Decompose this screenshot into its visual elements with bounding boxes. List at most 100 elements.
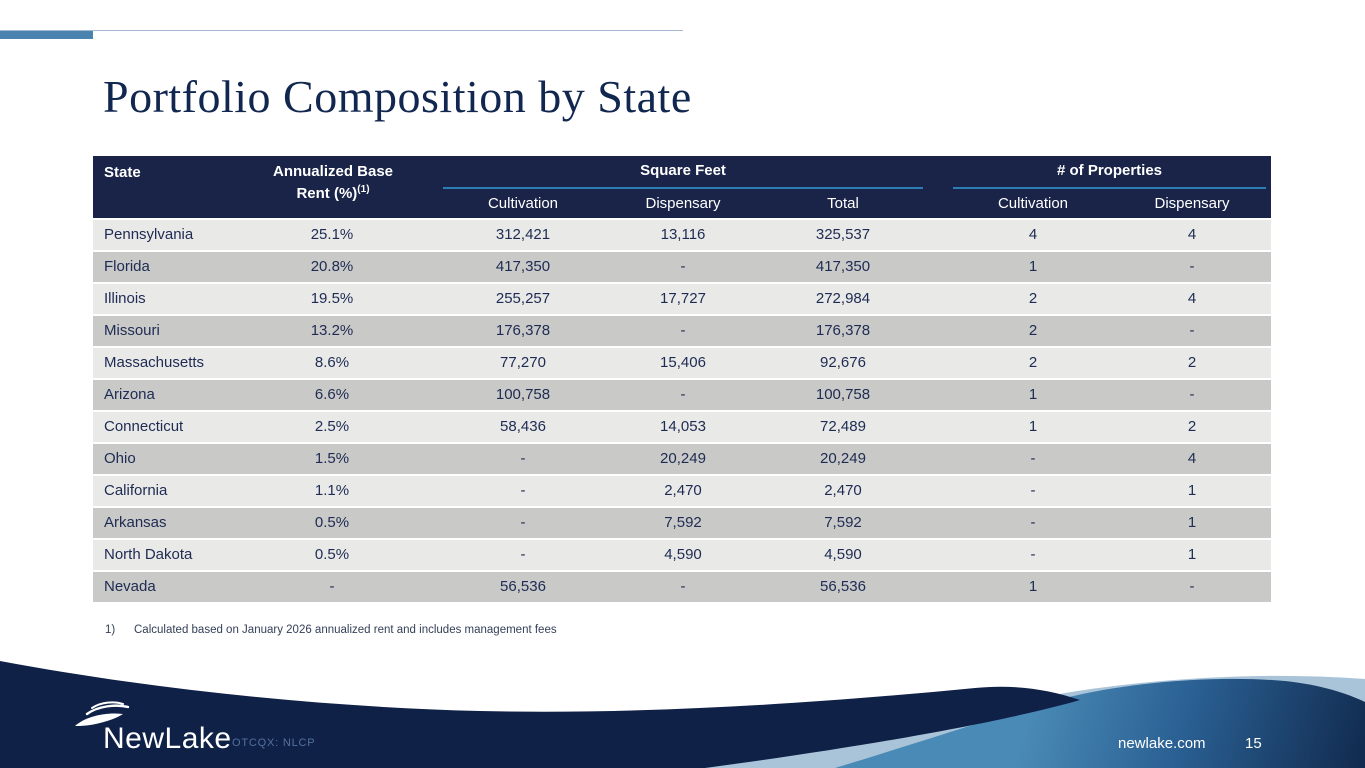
sf-dispensary-cell: - bbox=[680, 322, 686, 339]
page-title: Portfolio Composition by State bbox=[103, 71, 692, 122]
abr-cell: 25.1% bbox=[310, 226, 354, 243]
logo-wordmark: NewLake bbox=[103, 722, 232, 755]
sf-cultivation-cell: 58,436 bbox=[500, 418, 546, 435]
website-url: newlake.com bbox=[1118, 735, 1206, 752]
column-group-square-feet: Square Feet bbox=[640, 162, 726, 179]
properties-underline bbox=[953, 187, 1266, 189]
page-number: 15 bbox=[1245, 735, 1262, 752]
abr-cell: 2.5% bbox=[314, 418, 350, 435]
sf-dispensary-cell: 14,053 bbox=[660, 418, 706, 435]
prop-cultivation-cell: 2 bbox=[1028, 322, 1038, 339]
subheader-sf-dispensary: Dispensary bbox=[645, 195, 721, 212]
prop-dispensary-cell: - bbox=[1189, 322, 1195, 339]
table-row: Missouri 13.2% 176,378 - 176,378 2 - bbox=[93, 316, 1271, 346]
prop-dispensary-cell: 4 bbox=[1187, 450, 1197, 467]
sf-dispensary-cell: 20,249 bbox=[660, 450, 706, 467]
sf-total-cell: 100,758 bbox=[815, 386, 871, 403]
sf-dispensary-cell: - bbox=[680, 578, 686, 595]
top-divider-line bbox=[0, 30, 683, 31]
sf-cultivation-cell: - bbox=[520, 514, 526, 531]
newlake-logo: NewLake bbox=[70, 698, 270, 760]
state-cell: California bbox=[104, 482, 168, 499]
state-cell: Arizona bbox=[104, 386, 155, 403]
state-cell: Illinois bbox=[104, 290, 146, 307]
state-cell: Pennsylvania bbox=[104, 226, 194, 243]
prop-cultivation-cell: 1 bbox=[1028, 386, 1038, 403]
wave-logo-icon bbox=[75, 701, 130, 727]
state-cell: Arkansas bbox=[104, 514, 167, 531]
sf-cultivation-cell: - bbox=[520, 450, 526, 467]
abr-cell: 20.8% bbox=[310, 258, 354, 275]
table-header: State Annualized Base Rent (%)(1) Square… bbox=[93, 156, 1271, 218]
state-cell: Ohio bbox=[104, 450, 136, 467]
abr-line1: Annualized Base bbox=[272, 163, 394, 180]
prop-dispensary-cell: - bbox=[1189, 386, 1195, 403]
abr-cell: 0.5% bbox=[314, 546, 350, 563]
table-row: Connecticut 2.5% 58,436 14,053 72,489 1 … bbox=[93, 412, 1271, 442]
prop-dispensary-cell: - bbox=[1189, 258, 1195, 275]
table-row: Arkansas 0.5% - 7,592 7,592 - 1 bbox=[93, 508, 1271, 538]
sf-cultivation-cell: 417,350 bbox=[495, 258, 551, 275]
sf-cultivation-cell: 176,378 bbox=[495, 322, 551, 339]
prop-cultivation-cell: - bbox=[1030, 514, 1036, 531]
footnote-superscript: (1) bbox=[357, 184, 370, 195]
sf-total-cell: 272,984 bbox=[815, 290, 871, 307]
sf-dispensary-cell: 15,406 bbox=[660, 354, 706, 371]
sf-total-cell: 325,537 bbox=[815, 226, 871, 243]
abr-cell: 1.5% bbox=[314, 450, 350, 467]
table-body: Pennsylvania 25.1% 312,421 13,116 325,53… bbox=[93, 220, 1271, 602]
sf-total-cell: 92,676 bbox=[820, 354, 866, 371]
subheader-prop-dispensary: Dispensary bbox=[1154, 195, 1230, 212]
square-feet-underline bbox=[443, 187, 923, 189]
state-cell: Connecticut bbox=[104, 418, 184, 435]
prop-dispensary-cell: 2 bbox=[1187, 418, 1197, 435]
prop-cultivation-cell: 1 bbox=[1028, 258, 1038, 275]
gradient-wave bbox=[835, 678, 1365, 768]
sf-cultivation-cell: - bbox=[520, 482, 526, 499]
sf-total-cell: 56,536 bbox=[820, 578, 866, 595]
state-cell: North Dakota bbox=[104, 546, 193, 563]
accent-bar bbox=[0, 31, 93, 39]
abr-cell: 6.6% bbox=[314, 386, 350, 403]
prop-dispensary-cell: - bbox=[1189, 578, 1195, 595]
prop-cultivation-cell: 4 bbox=[1028, 226, 1038, 243]
sf-total-cell: 72,489 bbox=[820, 418, 866, 435]
prop-dispensary-cell: 4 bbox=[1187, 290, 1197, 307]
column-header-state: State bbox=[104, 164, 141, 181]
subheader-prop-cultivation: Cultivation bbox=[997, 195, 1069, 212]
abr-cell: 0.5% bbox=[314, 514, 350, 531]
sf-dispensary-cell: 2,470 bbox=[664, 482, 702, 499]
abr-cell: 8.6% bbox=[314, 354, 350, 371]
table-row: Massachusetts 8.6% 77,270 15,406 92,676 … bbox=[93, 348, 1271, 378]
table-row: Nevada - 56,536 - 56,536 1 - bbox=[93, 572, 1271, 602]
sf-cultivation-cell: 56,536 bbox=[500, 578, 546, 595]
table-row: Pennsylvania 25.1% 312,421 13,116 325,53… bbox=[93, 220, 1271, 250]
prop-dispensary-cell: 1 bbox=[1187, 546, 1197, 563]
column-header-annualized-base-rent: Annualized Base Rent (%)(1) bbox=[256, 163, 444, 203]
portfolio-table: State Annualized Base Rent (%)(1) Square… bbox=[93, 156, 1271, 604]
prop-dispensary-cell: 1 bbox=[1187, 514, 1197, 531]
sf-dispensary-cell: 7,592 bbox=[664, 514, 702, 531]
prop-cultivation-cell: 1 bbox=[1028, 418, 1038, 435]
abr-cell: - bbox=[329, 578, 335, 595]
prop-dispensary-cell: 1 bbox=[1187, 482, 1197, 499]
table-subheader: Cultivation Dispensary Total Cultivation… bbox=[93, 192, 1271, 216]
sf-cultivation-cell: 255,257 bbox=[495, 290, 551, 307]
abr-line2: Rent (%) bbox=[296, 185, 358, 202]
state-cell: Massachusetts bbox=[104, 354, 205, 371]
sf-cultivation-cell: - bbox=[520, 546, 526, 563]
prop-cultivation-cell: - bbox=[1030, 546, 1036, 563]
sf-total-cell: 2,470 bbox=[824, 482, 862, 499]
footnote-marker: 1) bbox=[105, 624, 116, 636]
table-row: Ohio 1.5% - 20,249 20,249 - 4 bbox=[93, 444, 1271, 474]
prop-cultivation-cell: 2 bbox=[1028, 354, 1038, 371]
sf-total-cell: 176,378 bbox=[815, 322, 871, 339]
footnote: 1) Calculated based on January 2026 annu… bbox=[105, 624, 557, 636]
prop-dispensary-cell: 2 bbox=[1187, 354, 1197, 371]
prop-cultivation-cell: - bbox=[1030, 482, 1036, 499]
sf-cultivation-cell: 312,421 bbox=[495, 226, 551, 243]
subheader-sf-cultivation: Cultivation bbox=[487, 195, 559, 212]
table-row: Arizona 6.6% 100,758 - 100,758 1 - bbox=[93, 380, 1271, 410]
sf-total-cell: 4,590 bbox=[824, 546, 862, 563]
sf-dispensary-cell: 17,727 bbox=[660, 290, 706, 307]
